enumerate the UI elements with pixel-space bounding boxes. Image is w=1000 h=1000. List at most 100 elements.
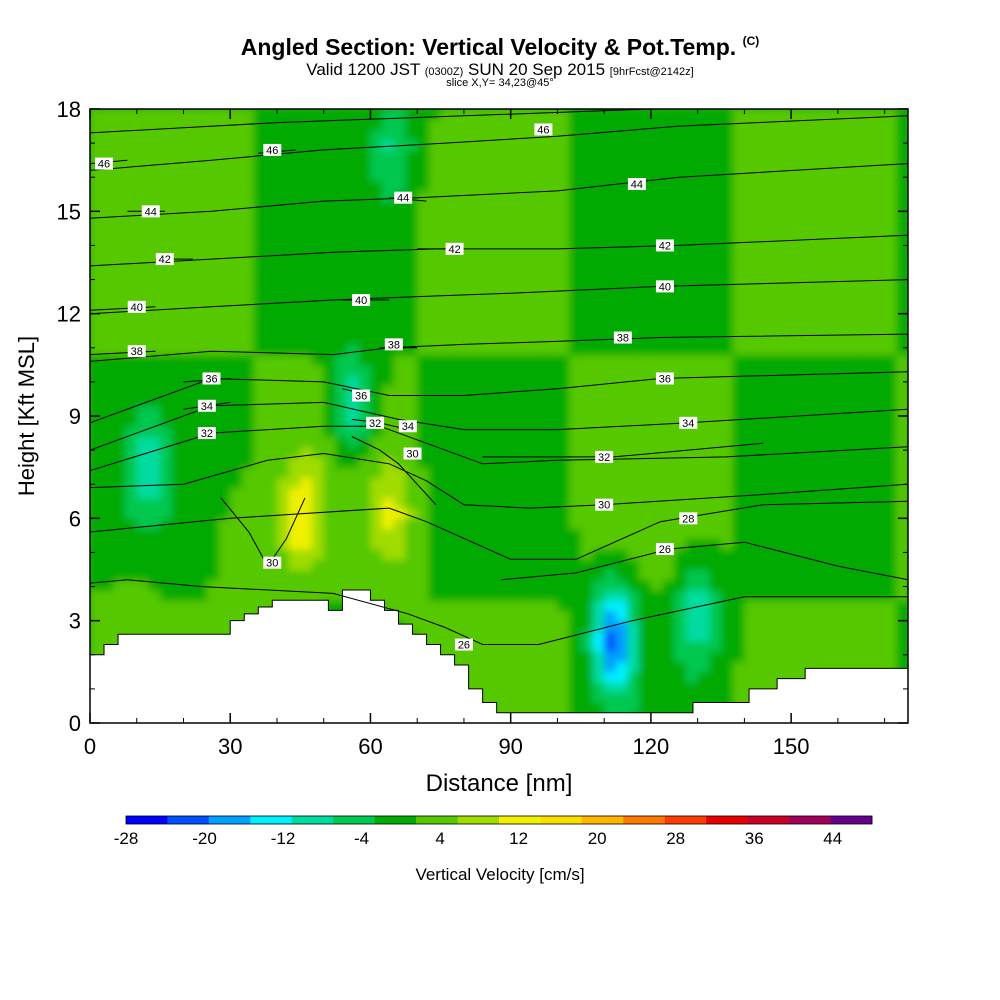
velocity-cell xyxy=(148,477,161,489)
velocity-cell xyxy=(545,272,559,284)
velocity-cell xyxy=(534,671,547,683)
velocity-cell xyxy=(732,549,745,560)
velocity-cell xyxy=(569,467,582,478)
velocity-cell xyxy=(499,354,512,366)
velocity-cell xyxy=(837,344,851,356)
velocity-cell xyxy=(639,610,652,622)
velocity-cell xyxy=(171,528,185,540)
velocity-cell xyxy=(884,109,897,120)
velocity-cell xyxy=(545,467,559,478)
velocity-cell xyxy=(685,467,699,478)
velocity-cell xyxy=(335,282,348,294)
velocity-cell xyxy=(393,487,407,499)
velocity-cell xyxy=(744,344,757,356)
velocity-cell xyxy=(767,180,781,192)
velocity-cell xyxy=(101,549,114,560)
velocity-cell xyxy=(206,282,220,294)
velocity-cell xyxy=(791,569,804,581)
velocity-cell xyxy=(312,282,325,294)
velocity-cell xyxy=(440,262,453,274)
velocity-cell xyxy=(534,109,547,120)
velocity-cell xyxy=(487,651,500,663)
velocity-cell xyxy=(499,426,512,438)
velocity-cell xyxy=(241,456,255,468)
velocity-cell xyxy=(872,538,886,550)
velocity-cell xyxy=(685,436,699,448)
velocity-cell xyxy=(195,201,208,212)
velocity-cell xyxy=(849,661,862,673)
velocity-cell xyxy=(405,180,418,192)
velocity-cell xyxy=(499,170,512,182)
velocity-cell xyxy=(171,610,185,622)
velocity-cell xyxy=(101,589,114,601)
velocity-cell xyxy=(615,313,629,325)
velocity-cell xyxy=(709,661,722,673)
velocity-cell xyxy=(101,569,114,581)
velocity-cell xyxy=(732,303,745,315)
velocity-cell xyxy=(499,160,512,171)
velocity-cell xyxy=(662,221,675,233)
velocity-cell xyxy=(837,508,851,519)
velocity-cell xyxy=(709,508,722,519)
velocity-cell xyxy=(861,262,874,274)
velocity-cell xyxy=(662,252,675,264)
velocity-cell xyxy=(90,416,103,427)
velocity-cell xyxy=(230,405,243,417)
velocity-cell xyxy=(370,109,383,120)
velocity-cell xyxy=(230,559,243,571)
velocity-cell xyxy=(440,518,453,530)
velocity-cell xyxy=(253,416,266,427)
velocity-cell xyxy=(358,231,372,243)
velocity-cell xyxy=(627,630,640,642)
velocity-cell xyxy=(545,242,559,253)
velocity-cell xyxy=(428,559,442,571)
velocity-cell xyxy=(463,303,477,315)
velocity-cell xyxy=(744,508,757,519)
velocity-cell xyxy=(732,671,745,683)
velocity-cell xyxy=(674,538,687,550)
velocity-cell xyxy=(627,364,640,376)
velocity-cell xyxy=(604,231,617,243)
velocity-cell xyxy=(253,395,266,407)
velocity-cell xyxy=(160,262,173,274)
velocity-cell xyxy=(884,497,897,509)
velocity-cell xyxy=(580,630,594,642)
velocity-cell xyxy=(814,477,827,489)
velocity-cell xyxy=(218,252,231,264)
velocity-cell xyxy=(861,323,874,335)
velocity-cell xyxy=(849,630,862,642)
velocity-cell xyxy=(347,170,360,182)
velocity-cell xyxy=(569,109,582,120)
velocity-cell xyxy=(849,293,862,305)
velocity-cell xyxy=(370,549,383,560)
velocity-cell xyxy=(148,160,161,171)
velocity-cell xyxy=(522,436,535,448)
velocity-cell xyxy=(569,538,582,550)
velocity-cell xyxy=(744,600,757,612)
velocity-cell xyxy=(872,651,886,663)
velocity-cell xyxy=(627,129,640,141)
velocity-cell xyxy=(767,630,781,642)
velocity-cell xyxy=(288,528,301,540)
velocity-cell xyxy=(428,139,442,151)
velocity-cell xyxy=(440,149,453,161)
velocity-cell xyxy=(779,252,792,264)
isentrope-line xyxy=(90,401,908,451)
isentrope-label: 30 xyxy=(266,558,278,570)
velocity-cell xyxy=(744,375,757,386)
velocity-cell xyxy=(650,671,664,683)
velocity-cell xyxy=(604,190,617,202)
velocity-cell xyxy=(534,190,547,202)
velocity-cell xyxy=(428,538,442,550)
velocity-cell xyxy=(218,405,231,417)
velocity-cell xyxy=(861,119,874,131)
velocity-cell xyxy=(709,149,722,161)
velocity-cell xyxy=(90,180,103,192)
velocity-cell xyxy=(510,313,523,325)
velocity-cell xyxy=(510,508,523,519)
velocity-cell xyxy=(323,549,336,560)
velocity-cell xyxy=(721,354,734,366)
velocity-cell xyxy=(347,538,360,550)
